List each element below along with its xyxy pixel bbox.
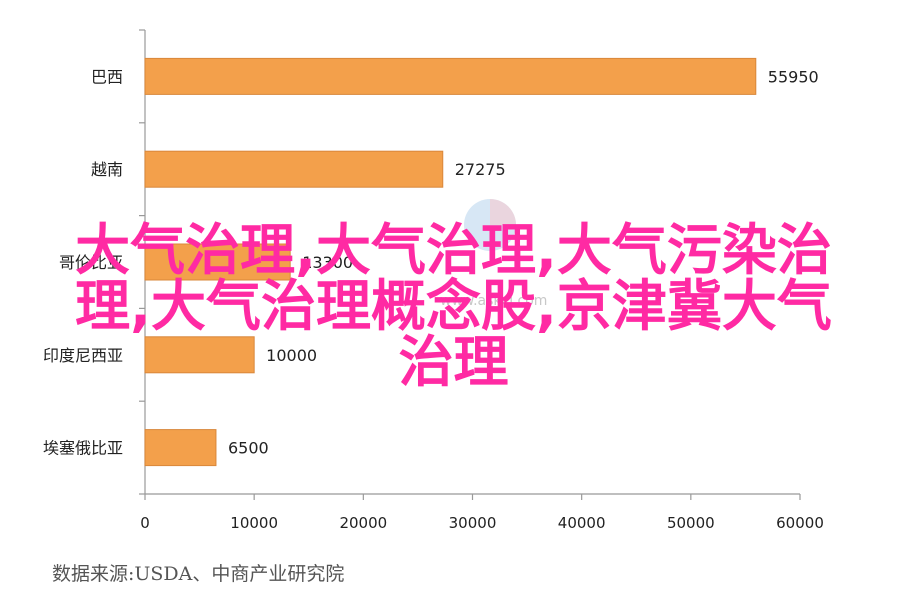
value-label: 6500 (228, 439, 269, 458)
bar (144, 57, 757, 95)
x-tick-label: 10000 (230, 514, 278, 532)
x-tick-label: 60000 (776, 514, 824, 532)
x-tick-label: 40000 (558, 514, 606, 532)
x-tick-label: 50000 (667, 514, 715, 532)
value-label: 10000 (266, 346, 317, 365)
bar (144, 429, 217, 467)
category-label: 巴西 (91, 67, 123, 86)
value-label: 55950 (768, 67, 819, 86)
overlay-line-3: 治理 (398, 330, 509, 394)
value-label: 13300 (302, 253, 353, 272)
category-label: 哥伦比亚 (59, 253, 123, 272)
x-tick-label: 30000 (449, 514, 497, 532)
overlay-title: 大气治理,大气治理,大气污染治 理,大气治理概念股,京津冀大气 治理 (0, 222, 907, 390)
category-label: 越南 (91, 160, 123, 179)
overlay-line-1: 大气治理,大气治理,大气污染治 (75, 218, 832, 282)
category-label: 印度尼西亚 (43, 346, 123, 365)
bar (144, 243, 291, 281)
overlay-line-2: 理,大气治理概念股,京津冀大气 (75, 274, 832, 338)
x-tick-label: 0 (140, 514, 150, 532)
watermark-text: www.askci.com (440, 293, 547, 309)
bar (144, 336, 255, 374)
value-label: 27275 (455, 160, 506, 179)
x-tick-label: 20000 (339, 514, 387, 532)
source-note: 数据来源:USDA、中商产业研究院 (52, 563, 345, 585)
bar (144, 150, 444, 188)
watermark-logo-icon: www.askci.com (440, 199, 547, 309)
category-label: 埃塞俄比亚 (43, 439, 123, 458)
